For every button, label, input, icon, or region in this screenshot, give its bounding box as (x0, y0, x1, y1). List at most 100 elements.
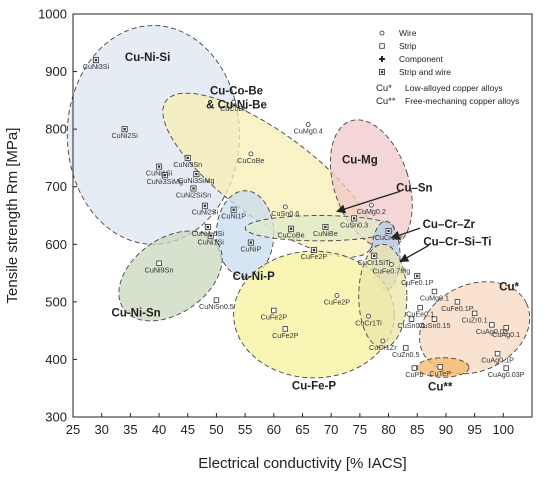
point-cufe0-1p-37 (454, 299, 461, 305)
y-tick-label: 700 (45, 179, 67, 194)
point-label-30: CuCr1Ti (355, 318, 382, 327)
point-label-27: CuFe2P (324, 298, 351, 307)
legend-marker-wire (379, 30, 385, 36)
point-labels: CuNi3SiCuNi2SiCuNi1SiCuNi3SiMgCuNi3SnCuN… (83, 62, 525, 379)
point-label-38: CuZr0.1 (462, 315, 488, 324)
point-cuag0-1-40 (503, 325, 509, 331)
group-labels: Cu-Ni-Si Cu-Co-Be & Cu-Ni-Be Cu-Mg Cu-Ni-P Cu… (112, 52, 520, 393)
x-tick-label: 70 (324, 422, 338, 437)
point-cuni2sisn-7 (190, 185, 197, 192)
x-tick-label: 65 (295, 422, 309, 437)
group-ellipse-cu-ni-sn (118, 230, 223, 322)
point-cufe2p-23 (310, 247, 317, 254)
point-label-18: CuSn0.3 (340, 220, 368, 229)
point-label-41: CuAg0.1P (481, 356, 514, 365)
point-cuzr0-1-38 (471, 310, 478, 317)
group-label-cu-mg: Cu-Mg (342, 155, 378, 167)
point-cuni2si-8 (201, 202, 208, 209)
group-ellipse-cu-cr-si-ti (358, 243, 408, 349)
point-label-3: CuNi1Si (146, 169, 173, 178)
point-label-9: CuNi1.5Si (192, 229, 225, 238)
point-label-34: CuSn0.15 (418, 321, 450, 330)
group-label-cu: Cu* (499, 281, 519, 293)
group-label-cu-fe-p: Cu-Fe-P (292, 380, 336, 392)
x-tick-label: 85 (410, 422, 424, 437)
x-tick-label: 100 (492, 422, 514, 437)
group-ellipse-cu (416, 357, 470, 378)
x-tick-label: 55 (238, 422, 252, 437)
legend-label-strip: Strip (399, 41, 417, 51)
legend: Wire Strip Component Strip and wire Cu* Low-a… (376, 28, 519, 107)
legend-label-wire: Wire (399, 28, 417, 38)
point-label-23: CuFe2P (301, 252, 328, 261)
x-tick-label: 60 (267, 422, 281, 437)
point-cuni3si-1 (92, 57, 99, 64)
point-cuag0-03-39 (489, 322, 495, 328)
point-label-31: CuCr1Zr (369, 343, 397, 352)
y-tick-label: 900 (45, 64, 67, 79)
x-axis-title: Electrical conductivity [% IACS] (198, 455, 406, 472)
point-cuee0-1-33 (417, 304, 423, 311)
point-label-14: CuCoBe (237, 156, 264, 165)
point-cufe0-7mg-29 (389, 262, 394, 267)
point-label-28: CuFe2P (272, 331, 299, 340)
point-label-29: CuFe0.7Mg (373, 266, 411, 275)
point-cuag0-1p-41 (494, 350, 501, 357)
x-tick-label: 35 (123, 422, 137, 437)
annotation-arrows (336, 190, 430, 263)
x-tick-label: 80 (381, 422, 395, 437)
y-tick-label: 500 (45, 294, 67, 309)
arrow-2 (390, 227, 421, 240)
point-label-20: CuMg0.2 (357, 207, 386, 216)
arrow-3 (399, 244, 430, 263)
group-label-cu-ni-sn: Cu-Ni-Sn (112, 307, 161, 319)
point-label-16: CuCoBe (277, 231, 304, 240)
point-cucobe-14 (248, 151, 254, 157)
point-cuag0-03p-42 (503, 365, 509, 371)
point-cumg0-2-20 (368, 202, 374, 208)
point-cutep-45 (437, 364, 443, 370)
legend-label-component: Component (399, 54, 444, 64)
point-label-40: CuAg0.1 (492, 330, 520, 339)
legend-note-text-2: Free-mechaning copper alloys (405, 96, 519, 106)
point-cunip-12 (247, 239, 254, 246)
point-cumg0-4-19 (305, 122, 311, 127)
point-label-12: CuNiP (240, 245, 261, 254)
point-label-2: CuNi2Si (111, 131, 138, 140)
point-label-1: CuNi3Si (83, 62, 110, 71)
point-label-19: CuMg0.4 (294, 127, 323, 136)
group-ellipses (66, 25, 531, 379)
legend-note-symbol-1: Cu* (376, 83, 392, 94)
point-label-6: CuNi3SiMg (178, 176, 214, 185)
group-label-cu-ni-si: Cu-Ni-Si (125, 52, 170, 64)
point-cunibe-17 (322, 224, 329, 231)
y-tick-label: 400 (45, 352, 67, 367)
x-tick-label: 50 (209, 422, 223, 437)
point-cuni1p-11 (230, 206, 237, 213)
point-cucr1ti-30 (366, 313, 371, 319)
point-cucr1zr-21 (385, 228, 392, 235)
x-tick-label: 40 (152, 422, 166, 437)
x-tick-label: 25 (66, 422, 80, 437)
x-tick-label: 95 (467, 422, 481, 437)
x-tick-label: 30 (94, 422, 108, 437)
axes: 25 30 35 40 45 50 55 60 65 70 75 80 85 90 95 100 300 400 5… (38, 7, 533, 437)
point-label-21: CuCr1Zr (375, 233, 403, 242)
legend-label-strip-and-wire: Strip and wire (399, 67, 451, 77)
legend-marker-strip (379, 43, 385, 49)
point-label-32: CuFe0.1P (401, 278, 434, 287)
group-label-cu-cr-si-ti: Cu–Cr–Si–Ti (423, 236, 491, 248)
point-cumg0-1-36 (431, 288, 438, 295)
legend-note-symbol-2: Cu** (376, 96, 396, 107)
group-label-cu: Cu** (428, 382, 453, 394)
point-cuni1si-3 (156, 163, 163, 170)
point-label-44: CuPb (405, 370, 423, 379)
x-tick-label: 90 (439, 422, 453, 437)
point-label-7: CuNi2SiSn (176, 190, 211, 199)
point-label-17: CuNiBe (313, 229, 338, 238)
y-tick-label: 1000 (38, 7, 67, 22)
legend-marker-component (379, 56, 385, 62)
point-cupb-44 (411, 365, 418, 371)
point-label-42: CuAg0.03P (488, 370, 525, 379)
